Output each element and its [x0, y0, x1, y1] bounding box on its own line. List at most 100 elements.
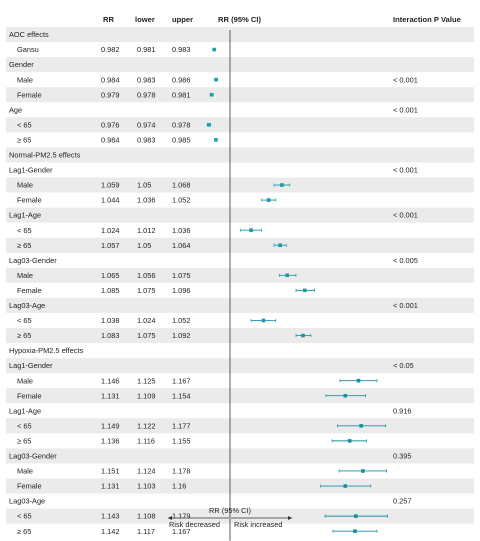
- row-label: < 65: [17, 512, 32, 521]
- row-label: ≥ 65: [17, 527, 31, 536]
- row-band: [6, 508, 474, 524]
- section-label: Lag1-Age: [9, 406, 41, 415]
- interaction-p-value: < 0.05: [393, 361, 414, 370]
- rr-point: [266, 198, 271, 202]
- row-label: Male: [17, 376, 33, 385]
- rr-value: 1.085: [101, 286, 120, 295]
- rr-point: [278, 243, 282, 248]
- interaction-p-value: 0.395: [393, 452, 412, 461]
- section-label: Lag1-Age: [9, 211, 41, 220]
- row-band: [6, 87, 474, 103]
- row-band: [6, 147, 474, 163]
- upper-value: 1.096: [172, 286, 191, 295]
- risk-decreased-label: Risk decreased: [169, 520, 220, 529]
- table-rows: AOC effects Gansu 0.982 0.981 0.983 Gender Mal…: [9, 30, 418, 536]
- rr-value: 1.142: [101, 527, 120, 536]
- upper-value: 1.052: [172, 316, 191, 325]
- row-label: < 65: [17, 226, 32, 235]
- upper-value: 0.985: [172, 135, 191, 144]
- rr-value: 0.979: [101, 90, 120, 99]
- lower-value: 1.024: [137, 316, 156, 325]
- rr-value: 0.976: [101, 120, 120, 129]
- row-band: [6, 207, 474, 223]
- rr-point: [209, 92, 214, 97]
- lower-value: 1.103: [137, 482, 156, 491]
- row-band: [6, 27, 474, 43]
- rr-point: [212, 47, 216, 52]
- rr-value: 1.136: [101, 436, 120, 445]
- header-ci: RR (95% CI): [218, 15, 262, 24]
- row-label: ≥ 65: [17, 436, 31, 445]
- lower-value: 0.983: [137, 135, 156, 144]
- rr-point: [354, 514, 358, 518]
- arrow-right-head: [288, 516, 292, 520]
- rr-point: [353, 529, 357, 533]
- rr-point: [361, 469, 365, 473]
- row-bands: [6, 27, 474, 524]
- rr-value: 1.131: [101, 482, 120, 491]
- section-label: Age: [9, 105, 22, 114]
- header-row: RR lower upper RR (95% CI) Interaction P…: [103, 15, 461, 24]
- section-label: Lag1-Gender: [9, 361, 53, 370]
- upper-value: 0.983: [172, 45, 191, 54]
- lower-value: 1.109: [137, 391, 156, 400]
- rr-value: 0.982: [101, 45, 120, 54]
- interaction-p-value: < 0.001: [393, 301, 418, 310]
- lower-value: 1.122: [137, 421, 156, 430]
- upper-value: 1.052: [172, 196, 191, 205]
- rr-value: 1.059: [101, 181, 120, 190]
- interaction-p-value: < 0.001: [393, 105, 418, 114]
- rr-value: 1.131: [101, 391, 120, 400]
- row-label: Female: [17, 391, 42, 400]
- rr-point: [356, 378, 361, 383]
- rr-value: 0.984: [101, 75, 120, 84]
- header-rr: RR: [103, 15, 114, 24]
- lower-value: 0.981: [137, 45, 156, 54]
- lower-value: 1.075: [137, 331, 156, 340]
- rr-point: [280, 183, 284, 187]
- upper-value: 1.177: [172, 421, 191, 430]
- upper-value: 1.16: [172, 482, 186, 491]
- interaction-p-value: 0.257: [393, 497, 412, 506]
- lower-value: 1.05: [137, 181, 151, 190]
- rr-value: 1.024: [101, 226, 120, 235]
- lower-value: 1.108: [137, 512, 156, 521]
- section-label: Lag03-Gender: [9, 256, 57, 265]
- rr-point: [343, 393, 348, 398]
- lower-value: 0.974: [137, 120, 156, 129]
- row-label: Male: [17, 75, 33, 84]
- row-label: Female: [17, 286, 42, 295]
- row-band: [6, 177, 474, 193]
- row-band: [6, 418, 474, 434]
- row-label: ≥ 65: [17, 331, 31, 340]
- risk-increased-label: Risk increased: [234, 520, 282, 529]
- rr-point: [261, 318, 266, 323]
- ci-marks: [206, 47, 388, 533]
- rr-value: 1.143: [101, 512, 120, 521]
- lower-value: 0.978: [137, 90, 156, 99]
- rr-point: [214, 138, 218, 142]
- rr-value: 1.065: [101, 271, 120, 280]
- upper-value: 0.978: [172, 120, 191, 129]
- rr-point: [347, 439, 352, 443]
- rr-value: 1.149: [101, 421, 120, 430]
- row-label: Female: [17, 196, 42, 205]
- rr-point: [207, 123, 211, 127]
- x-axis-title: RR (95% CI): [209, 506, 251, 515]
- section-label: Lag03-Gender: [9, 452, 57, 461]
- header-pvalue: Interaction P Value: [393, 15, 461, 24]
- header-lower: lower: [135, 15, 155, 24]
- row-label: Male: [17, 181, 33, 190]
- rr-value: 0.984: [101, 135, 120, 144]
- section-label: Gender: [9, 60, 34, 69]
- rr-value: 1.038: [101, 316, 120, 325]
- rr-point: [301, 333, 305, 338]
- rr-point: [343, 484, 348, 488]
- lower-value: 1.036: [137, 196, 156, 205]
- interaction-p-value: < 0.001: [393, 211, 418, 220]
- section-label: Hypoxia-PM2.5 effects: [9, 346, 84, 355]
- rr-point: [249, 228, 253, 232]
- row-label: < 65: [17, 120, 32, 129]
- header-upper: upper: [172, 15, 193, 24]
